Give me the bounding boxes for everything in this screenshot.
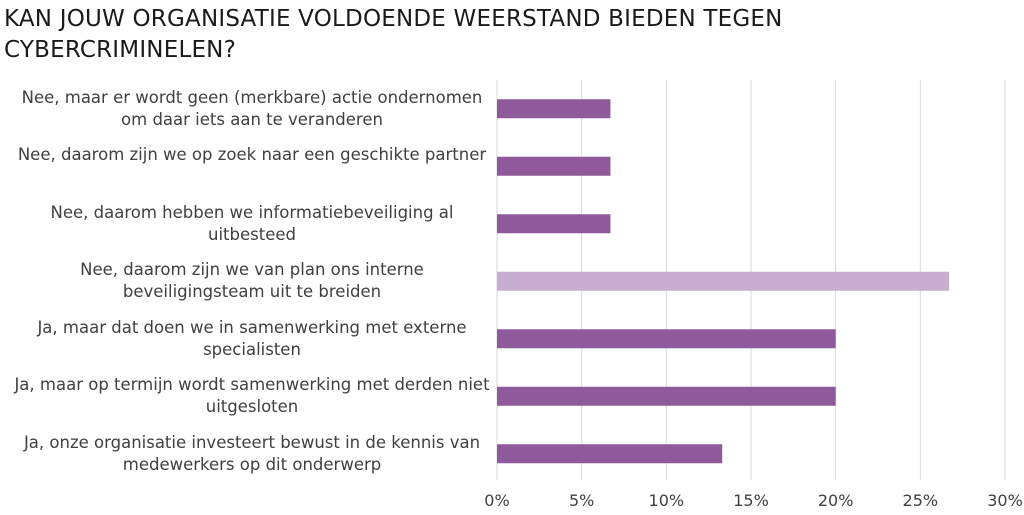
bar: [497, 386, 836, 406]
x-tick-label: 15%: [733, 491, 769, 510]
category-label: Nee, daarom zijn we van plan ons interne…: [80, 260, 424, 302]
bar: [497, 271, 950, 291]
x-tick-label: 25%: [903, 491, 939, 510]
bar: [497, 214, 611, 234]
x-axis-ticks: 0% 5% 10% 15% 20% 25% 30%: [484, 491, 1022, 510]
x-tick-label: 30%: [987, 491, 1023, 510]
x-tick-label: 0%: [484, 491, 509, 510]
bars: [497, 99, 950, 464]
category-label: Nee, daarom hebben we informatiebeveilig…: [50, 202, 454, 244]
category-label: Ja, maar op termijn wordt samenwerking m…: [14, 375, 490, 417]
category-label: Ja, maar dat doen we in samenwerking met…: [37, 317, 467, 359]
x-tick-label: 5%: [569, 491, 594, 510]
bar: [497, 156, 611, 176]
category-label: Ja, onze organisatie investeert bewust i…: [23, 432, 481, 474]
bar: [497, 329, 836, 349]
bar: [497, 444, 723, 464]
chart-title: KAN JOUW ORGANISATIE VOLDOENDE WEERSTAND…: [4, 6, 791, 63]
category-label: Nee, daarom zijn we op zoek naar een ges…: [17, 145, 487, 165]
category-label: Nee, maar er wordt geen (merkbare) actie…: [21, 87, 483, 129]
x-tick-label: 10%: [649, 491, 685, 510]
x-tick-label: 20%: [818, 491, 854, 510]
bar: [497, 99, 611, 119]
